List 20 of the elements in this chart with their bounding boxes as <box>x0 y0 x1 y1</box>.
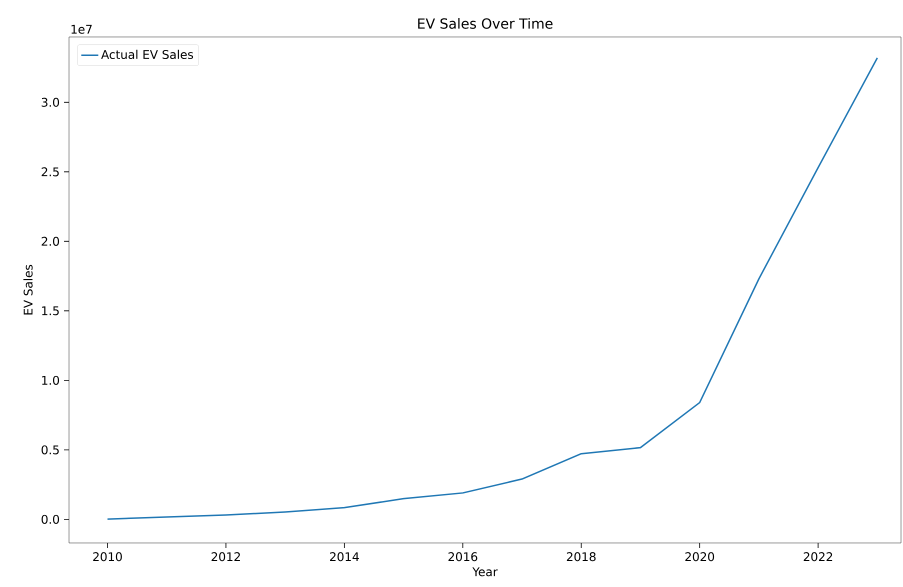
x-tick-label: 2012 <box>212 552 240 562</box>
y-tick-label: 3.0 <box>42 98 60 107</box>
y-tick-label: 1.5 <box>42 306 59 316</box>
y-tick-label: 2.5 <box>42 167 59 176</box>
x-tick-label: 2010 <box>93 552 122 562</box>
line-series <box>106 57 878 520</box>
legend-label: Actual EV Sales <box>101 50 194 60</box>
y-tick-label: 2.0 <box>42 236 60 246</box>
y-tick-label: 0.0 <box>42 514 60 524</box>
x-tick-label: 2016 <box>448 552 478 562</box>
x-tick-label: 2014 <box>330 552 359 562</box>
y-tick-label: 1.0 <box>42 376 60 385</box>
text: 1e7 <box>72 24 92 34</box>
x-tick-label: 2020 <box>685 552 714 562</box>
y-tick-label: 0.5 <box>42 445 59 454</box>
y-axis-title: EV Sales <box>23 264 33 314</box>
x-tick-label: 2022 <box>804 552 832 562</box>
x-axis-title: Year <box>472 567 498 576</box>
chart-title: EV Sales Over Time <box>418 18 553 29</box>
x-tick-label: 2018 <box>566 552 596 562</box>
